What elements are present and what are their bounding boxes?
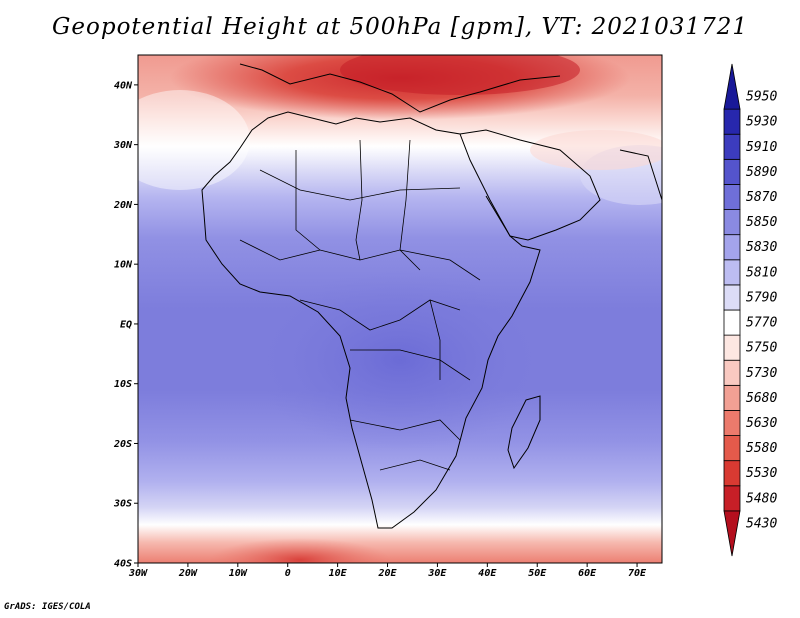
lon-tick-label: 60E <box>578 568 597 579</box>
lat-tick-label: 10N <box>114 260 133 271</box>
lon-tick-label: 10E <box>329 568 348 579</box>
colorbar-level-label: 5730 <box>746 366 777 381</box>
lon-tick-label: 40E <box>478 568 497 579</box>
colorbar-level-label: 5580 <box>746 441 777 456</box>
lon-tick-label: 10W <box>229 568 248 579</box>
colorbar-swatch <box>723 284 741 311</box>
colorbar-swatch <box>723 334 741 361</box>
colorbar-level-label: 5830 <box>746 240 777 255</box>
colorbar-level-label: 5480 <box>746 491 777 506</box>
lat-tick-label: 40S <box>114 559 132 570</box>
colorbar-swatch <box>723 359 741 386</box>
europe-coastline <box>239 63 561 113</box>
lat-tick-label: 30N <box>113 140 133 151</box>
lon-tick-label: 30E <box>427 568 447 579</box>
lat-tick-label: 40N <box>114 80 133 91</box>
colorbar-top-arrow <box>723 63 741 110</box>
india-coastline <box>619 149 662 201</box>
colorbar-swatch <box>723 259 741 286</box>
colorbar-swatch <box>723 209 741 236</box>
arabia-coastline <box>459 129 601 241</box>
colorbar-level-label: 5630 <box>746 416 777 431</box>
colorbar-level-label: 5750 <box>746 341 777 356</box>
colorbar-swatch <box>723 485 741 512</box>
colorbar-level-label: 5930 <box>746 115 777 130</box>
lat-tick-label: 10S <box>114 379 132 390</box>
colorbar: 5430 5480 5530 5580 5630 5680 5730 5750 5770 5790… <box>723 63 777 557</box>
colorbar-swatch <box>723 309 741 336</box>
lon-tick-label: 70E <box>628 568 647 579</box>
colorbar-level-label: 5910 <box>746 140 777 155</box>
colorbar-level-label: 5810 <box>746 265 777 280</box>
colorbar-level-label: 5530 <box>746 466 777 481</box>
lon-tick-label: 50E <box>528 568 547 579</box>
colorbar-level-label: 5890 <box>746 165 777 180</box>
colorbar-level-label: 5790 <box>746 290 777 305</box>
colorbar-swatch <box>723 460 741 487</box>
map-frame <box>137 54 663 564</box>
lon-tick-label: 30W <box>128 568 148 579</box>
map-title: Geopotential Height at 500hPa [gpm], VT:… <box>52 14 748 40</box>
colorbar-swatch <box>723 384 741 411</box>
africa-coastline <box>201 111 541 529</box>
colorbar-level-label: 5680 <box>746 391 777 406</box>
colorbar-swatch <box>723 184 741 210</box>
lat-tick-label: 20S <box>113 439 132 450</box>
colorbar-level-label: 5950 <box>746 90 777 105</box>
colorbar-swatch <box>723 234 741 261</box>
colorbar-swatch <box>723 108 741 135</box>
colorbar-level-label: 5850 <box>746 215 777 230</box>
colorbar-swatch <box>723 435 741 462</box>
height-field <box>138 55 662 563</box>
country-borders <box>239 139 481 471</box>
madagascar-coastline <box>507 395 541 470</box>
colorbar-swatch <box>723 158 741 185</box>
lon-tick-label: 20W <box>178 568 198 579</box>
footer-credit: GrADS: IGES/COLA <box>4 602 91 612</box>
lat-tick-label: EQ <box>120 319 132 330</box>
colorbar-swatch <box>723 410 741 436</box>
coastlines <box>201 63 662 529</box>
lon-tick-label: 20E <box>377 568 397 579</box>
lat-tick-label: 30S <box>113 499 132 510</box>
colorbar-swatch <box>723 133 741 160</box>
colorbar-level-label: 5430 <box>746 516 777 531</box>
colorbar-bottom-arrow <box>723 510 741 557</box>
lon-tick-label: 0 <box>285 568 291 579</box>
lat-tick-label: 20N <box>113 200 133 211</box>
colorbar-level-label: 5770 <box>746 316 777 331</box>
colorbar-level-label: 5870 <box>746 190 777 205</box>
